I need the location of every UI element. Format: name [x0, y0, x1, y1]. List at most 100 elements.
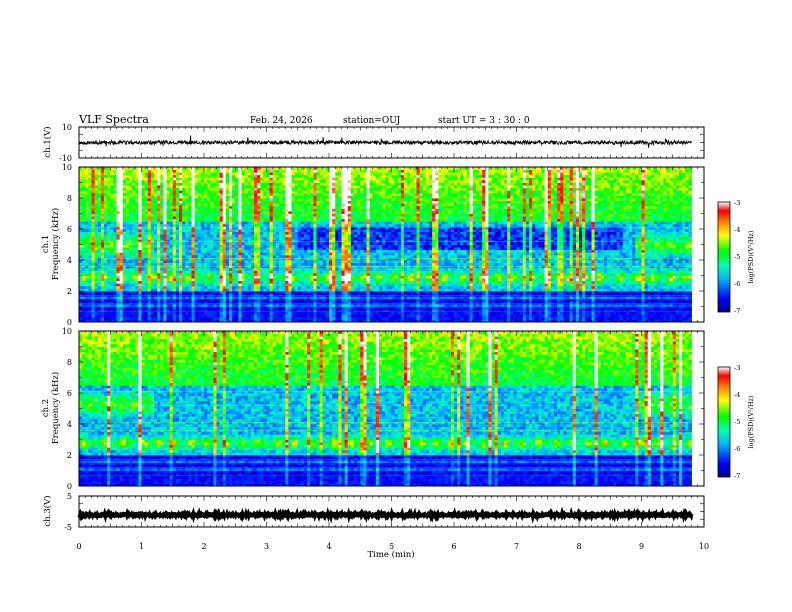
- spectrogram-cell: [285, 172, 289, 175]
- spectrogram-cell: [223, 317, 227, 320]
- spectrogram-cell: [307, 206, 311, 209]
- spectrogram-cell: [185, 273, 189, 276]
- spectrogram-cell: [145, 203, 149, 206]
- spectrogram-cell: [135, 286, 139, 289]
- spectrogram-cell: [176, 245, 180, 248]
- spectrogram-cell: [82, 188, 86, 191]
- spectrogram-cell: [95, 286, 99, 289]
- spectrogram-cell: [198, 252, 202, 255]
- spectrogram-cell: [235, 219, 239, 222]
- spectrogram-cell: [288, 229, 292, 232]
- spectrogram-cell: [223, 294, 227, 297]
- spectrogram-cell: [117, 250, 121, 253]
- spectrogram-cell: [79, 234, 83, 237]
- spectrogram-cell: [185, 317, 189, 320]
- spectrogram-cell: [98, 198, 102, 201]
- spectrogram-cell: [145, 170, 149, 173]
- spectrogram-cell: [313, 314, 317, 317]
- spectrogram-cell: [251, 260, 255, 263]
- spectrogram-cell: [204, 239, 208, 242]
- spectrogram-cell: [79, 170, 83, 173]
- spectrogram-cell: [101, 185, 105, 188]
- spectrogram-cell: [276, 312, 280, 315]
- spectrogram-cell: [295, 219, 299, 222]
- spectrogram-cell: [176, 226, 180, 229]
- spectrogram-cell: [263, 291, 267, 294]
- spectrogram-cell: [285, 188, 289, 191]
- spectrogram-cell: [88, 216, 92, 219]
- spectrogram-cell: [88, 198, 92, 201]
- spectrogram-cell: [135, 183, 139, 186]
- spectrogram-cell: [235, 286, 239, 289]
- spectrogram-cell: [229, 211, 233, 214]
- spectrogram-cell: [217, 193, 221, 196]
- spectrogram-cell: [301, 257, 305, 260]
- spectrogram-cell: [326, 237, 330, 240]
- spectrogram-cell: [101, 175, 105, 178]
- spectrogram-cell: [323, 270, 327, 273]
- spectrogram-cell: [135, 250, 139, 253]
- spectrogram-cell: [85, 221, 89, 224]
- spectrogram-cell: [176, 190, 180, 193]
- spectrogram-cell: [110, 286, 114, 289]
- spectrogram-cell: [251, 201, 255, 204]
- spectrogram-cell: [185, 224, 189, 227]
- spectrogram-cell: [129, 294, 133, 297]
- spectrogram-cell: [235, 268, 239, 271]
- spectrogram-cell: [163, 288, 167, 291]
- spectrogram-cell: [282, 247, 286, 250]
- spectrogram-cell: [313, 237, 317, 240]
- spectrogram-cell: [201, 234, 205, 237]
- spectrogram-cell: [223, 188, 227, 191]
- spectrogram-cell: [210, 195, 214, 198]
- spectrogram-cell: [101, 257, 105, 260]
- spectrogram-cell: [135, 294, 139, 297]
- spectrogram-cell: [279, 276, 283, 279]
- spectrogram-cell: [192, 250, 196, 253]
- spectrogram-cell: [195, 294, 199, 297]
- spectrogram-cell: [88, 252, 92, 255]
- spectrogram-cell: [160, 257, 164, 260]
- spectrogram-cell: [326, 245, 330, 248]
- spectrogram-cell: [313, 206, 317, 209]
- spectrogram-cell: [260, 201, 264, 204]
- spectrogram-cell: [126, 291, 130, 294]
- spectrogram-cell: [226, 193, 230, 196]
- spectrogram-cell: [82, 255, 86, 258]
- spectrogram-cell: [154, 309, 158, 312]
- spectrogram-cell: [223, 183, 227, 186]
- spectrogram-cell: [235, 276, 239, 279]
- spectrogram-cell: [157, 195, 161, 198]
- spectrogram-cell: [95, 250, 99, 253]
- spectrogram-cell: [254, 232, 258, 235]
- spectrogram-cell: [98, 242, 102, 245]
- spectrogram-cell: [279, 224, 283, 227]
- spectrogram-cell: [323, 190, 327, 193]
- spectrogram-cell: [113, 281, 117, 284]
- spectrogram-cell: [226, 288, 230, 291]
- spectrogram-cell: [135, 170, 139, 173]
- spectrogram-cell: [151, 180, 155, 183]
- spectrogram-cell: [263, 257, 267, 260]
- spectrogram-cell: [110, 229, 114, 232]
- spectrogram-cell: [120, 170, 124, 173]
- spectrogram-cell: [163, 211, 167, 214]
- spectrogram-cell: [117, 288, 121, 291]
- spectrogram-cell: [257, 239, 261, 242]
- spectrogram-cell: [117, 198, 121, 201]
- spectrogram-cell: [154, 185, 158, 188]
- spectrogram-cell: [107, 242, 111, 245]
- spectrogram-cell: [132, 273, 136, 276]
- spectrogram-cell: [132, 304, 136, 307]
- spectrogram-cell: [151, 273, 155, 276]
- spectrogram-cell: [204, 221, 208, 224]
- spectrogram-cell: [273, 185, 277, 188]
- spectrogram-cell: [304, 172, 308, 175]
- spectrogram-cell: [320, 198, 324, 201]
- spectrogram-cell: [151, 172, 155, 175]
- spectrogram-cell: [210, 304, 214, 307]
- spectrogram-cell: [198, 185, 202, 188]
- spectrogram-cell: [163, 180, 167, 183]
- spectrogram-cell: [292, 177, 296, 180]
- spectrogram-cell: [170, 268, 174, 271]
